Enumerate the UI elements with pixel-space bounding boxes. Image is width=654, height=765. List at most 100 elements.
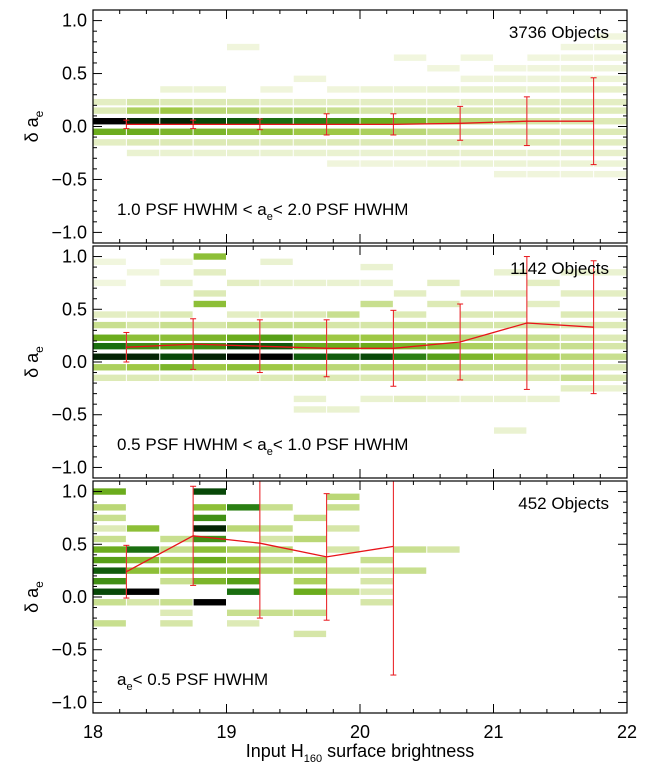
density-cell bbox=[293, 609, 327, 617]
density-cell bbox=[594, 149, 627, 157]
size-condition-symbol: a bbox=[257, 200, 267, 219]
density-cell bbox=[527, 334, 560, 341]
density-cell bbox=[427, 160, 460, 167]
density-cell bbox=[160, 342, 193, 350]
density-cell bbox=[360, 139, 393, 146]
density-cell bbox=[193, 128, 226, 136]
density-cell bbox=[494, 98, 527, 106]
y-axis-label: δ ae bbox=[22, 110, 46, 142]
density-cell bbox=[293, 374, 327, 382]
density-cell bbox=[293, 139, 327, 146]
density-cell bbox=[494, 65, 527, 72]
density-cell bbox=[393, 374, 427, 382]
density-cell bbox=[594, 117, 627, 125]
density-cell bbox=[293, 75, 327, 83]
density-cell bbox=[260, 279, 293, 287]
density-cell bbox=[193, 334, 226, 341]
density-cell bbox=[427, 117, 460, 125]
y-tick-label: −1.0 bbox=[51, 692, 87, 712]
density-cell bbox=[494, 334, 527, 341]
density-cell bbox=[126, 599, 160, 606]
density-cell bbox=[527, 342, 560, 350]
density-cell bbox=[126, 556, 160, 564]
density-cell bbox=[460, 86, 493, 93]
density-cell bbox=[360, 107, 393, 114]
density-cell bbox=[193, 139, 226, 146]
density-cell bbox=[227, 117, 260, 125]
density-cell bbox=[260, 504, 293, 511]
x-tick-label: 20 bbox=[350, 722, 370, 742]
density-cell bbox=[427, 374, 460, 382]
density-cell bbox=[227, 334, 260, 341]
density-cell bbox=[560, 385, 594, 392]
panel-plot-area bbox=[93, 33, 627, 178]
y-tick-label: 0.5 bbox=[62, 64, 87, 84]
density-cell bbox=[227, 609, 260, 617]
x-tick-label: 19 bbox=[216, 722, 236, 742]
density-cell bbox=[460, 139, 493, 146]
density-cell bbox=[594, 321, 627, 329]
density-cell bbox=[460, 395, 493, 403]
density-cell bbox=[126, 567, 160, 574]
density-cell bbox=[527, 65, 560, 72]
density-cell bbox=[293, 149, 327, 157]
density-cell bbox=[594, 75, 627, 83]
density-cell bbox=[93, 514, 126, 522]
density-cell bbox=[594, 65, 627, 72]
density-cell bbox=[227, 321, 260, 329]
density-cell bbox=[227, 149, 260, 157]
density-cell bbox=[393, 321, 427, 329]
density-cell bbox=[460, 342, 493, 350]
density-cell bbox=[93, 364, 126, 371]
density-cell bbox=[227, 311, 260, 318]
density-cell bbox=[193, 577, 226, 585]
density-cell bbox=[594, 128, 627, 136]
density-cell bbox=[293, 567, 327, 574]
density-cell bbox=[327, 374, 360, 382]
density-cell bbox=[327, 107, 360, 114]
density-cell bbox=[327, 588, 360, 595]
y-tick-label: −0.5 bbox=[51, 640, 87, 660]
density-cell bbox=[193, 269, 226, 276]
density-cell bbox=[427, 364, 460, 371]
density-cell bbox=[93, 599, 126, 606]
density-cell bbox=[460, 311, 493, 318]
density-cell bbox=[327, 321, 360, 329]
density-cell bbox=[327, 160, 360, 167]
x-axis-label-pre: Input H bbox=[246, 741, 304, 761]
size-condition-lower: 1.0 PSF HWHM < bbox=[117, 200, 257, 219]
density-cell bbox=[193, 374, 226, 382]
density-cell bbox=[327, 117, 360, 125]
density-cell bbox=[527, 321, 560, 329]
size-condition: 0.5 PSF HWHM < ae< 1.0 PSF HWHM bbox=[117, 435, 408, 458]
density-cell bbox=[227, 128, 260, 136]
density-cell bbox=[427, 353, 460, 360]
density-cell bbox=[393, 107, 427, 114]
density-cell bbox=[227, 567, 260, 574]
density-cell bbox=[360, 556, 393, 564]
density-cell bbox=[93, 139, 126, 146]
density-cell bbox=[293, 395, 327, 403]
density-cell bbox=[560, 65, 594, 72]
density-cell bbox=[360, 588, 393, 595]
density-cell bbox=[293, 353, 327, 360]
density-cell bbox=[327, 525, 360, 532]
density-cell bbox=[393, 364, 427, 371]
density-cell bbox=[360, 149, 393, 157]
density-cell bbox=[126, 374, 160, 382]
y-axis-label-subscript: e bbox=[32, 110, 46, 117]
density-cell bbox=[327, 279, 360, 287]
density-cell bbox=[93, 546, 126, 553]
size-condition-subscript: e bbox=[267, 446, 273, 458]
density-cell bbox=[193, 514, 226, 522]
density-cell bbox=[594, 54, 627, 61]
density-cell bbox=[393, 54, 427, 61]
density-cell bbox=[327, 98, 360, 106]
density-cell bbox=[594, 364, 627, 371]
density-cell bbox=[227, 504, 260, 511]
density-cell bbox=[160, 546, 193, 553]
density-cell bbox=[427, 149, 460, 157]
density-cell bbox=[393, 290, 427, 297]
density-cell bbox=[193, 525, 226, 532]
density-cell bbox=[393, 139, 427, 146]
